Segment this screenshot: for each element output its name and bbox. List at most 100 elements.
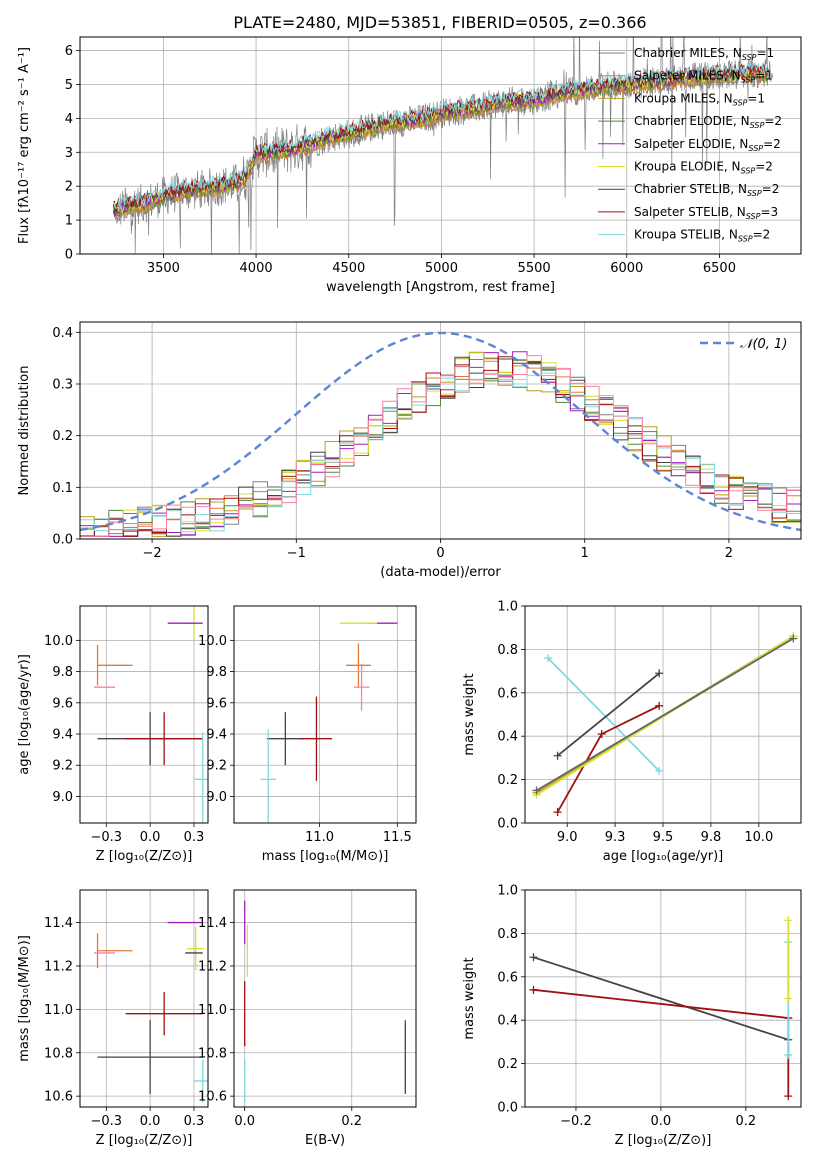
mass-weight-line [533, 956, 789, 1041]
plot-area [532, 632, 798, 817]
residual-histogram-step [80, 355, 801, 537]
y-axis-label: mass weight [462, 673, 477, 755]
errorbar-point [193, 732, 208, 823]
legend-name: Kroupa ELODIE, N [634, 160, 741, 174]
mass-weight-marker [529, 985, 538, 994]
mass-weight-vs-metallicity-panel: −0.2 0.0 0.2 0.0 0.2 0.4 0.6 0.8 1.0 Z [log₁₀(Z/Z… [462, 884, 802, 1148]
residual-histogram-step [80, 351, 801, 537]
y-tick-label: 1.0 [497, 884, 518, 899]
x-tick-label: 11.5 [383, 830, 412, 845]
y-tick-label: 11.4 [44, 916, 73, 931]
x-tick-label: 0.0 [234, 1114, 255, 1129]
legend-name: Chabrier MILES, N [634, 46, 742, 60]
spectrum-panel: 3500 4000 4500 5000 5500 6000 6500 0 1 2 3 4 5 6 wavel… [17, 36, 802, 295]
y-tick-label: 0.1 [52, 481, 73, 496]
y-tick-label: 9.4 [52, 728, 73, 743]
y-tick-label: 10.0 [198, 634, 227, 649]
mass-weight-marker [784, 1092, 793, 1101]
y-tick-label: 0.0 [497, 817, 518, 832]
legend-tail: =2 [763, 137, 781, 151]
legend-name: Chabrier STELIB, N [634, 182, 747, 196]
mass-weight-line [533, 988, 789, 1019]
legend-entry: Kroupa ELODIE, NSSP=2 [634, 160, 773, 176]
y-axis-label: mass weight [462, 957, 477, 1039]
y-tick-label: 2 [65, 180, 73, 195]
mass-weight-marker [655, 701, 664, 710]
y-tick-label: 0.4 [497, 1014, 518, 1029]
y-tick-label: 11.4 [198, 916, 227, 931]
y-tick-label: 11.2 [198, 959, 227, 974]
x-tick-label: 5500 [518, 261, 551, 276]
y-tick-label: 0.0 [497, 1101, 518, 1116]
legend-tail: =2 [755, 160, 773, 174]
mass-weight-marker [544, 654, 552, 663]
legend-subscript: SSP [733, 98, 748, 107]
mass-weight-line [547, 657, 660, 772]
x-tick-label: 4500 [332, 261, 365, 276]
x-axis-label: (data-model)/error [380, 565, 501, 580]
x-tick-label: 2 [725, 546, 733, 561]
y-tick-label: 1.0 [497, 600, 518, 615]
y-tick-label: 1 [65, 214, 73, 229]
grid-lines [525, 605, 801, 824]
errorbar-point [193, 1059, 208, 1103]
y-axis-label: age [log₁₀(age/yr)] [17, 654, 32, 775]
x-axis-label: age [log₁₀(age/yr)] [603, 849, 724, 864]
legend-subscript: SSP [747, 189, 762, 198]
y-tick-label: 0.4 [497, 730, 518, 745]
errorbar-point [300, 696, 332, 781]
grid-lines [234, 890, 416, 1107]
y-tick-label: 9.6 [206, 696, 227, 711]
mass-weight-marker [789, 634, 798, 643]
y-tick-label: 0 [65, 248, 73, 263]
legend-entry: Chabrier ELODIE, NSSP=2 [634, 114, 782, 130]
plot-area [94, 607, 208, 823]
x-tick-label: 5000 [425, 261, 458, 276]
y-tick-label: 0.8 [497, 643, 518, 658]
x-tick-label: 10.0 [744, 830, 773, 845]
mass-weight-marker [655, 766, 664, 775]
y-tick-label: 9.6 [52, 696, 73, 711]
legend-subscript: SSP [741, 76, 756, 85]
y-tick-label: 0.0 [52, 533, 73, 548]
mass-weight-line [536, 635, 794, 796]
y-tick-label: 5 [65, 78, 73, 93]
x-tick-label: −1 [287, 546, 306, 561]
plot-area [244, 900, 406, 1103]
y-tick-label: 6 [65, 44, 73, 59]
axes-frame [233, 889, 417, 1108]
x-tick-label: 9.0 [557, 830, 578, 845]
y-tick-label: 0.2 [52, 429, 73, 444]
x-tick-label: 6000 [610, 261, 643, 276]
errorbar-point [266, 712, 304, 766]
x-tick-label: −0.2 [560, 1114, 592, 1129]
mass-weight-line [536, 637, 794, 792]
mass-weight-marker [553, 751, 562, 760]
legend-tail: =1 [755, 69, 773, 83]
y-tick-label: 10.8 [44, 1046, 73, 1061]
legend-subscript: SSP [750, 121, 765, 130]
x-axis-label: mass [log₁₀(M/M⊙)] [262, 849, 389, 864]
errorbar-point [97, 1020, 203, 1094]
legend-entry: Salpeter STELIB, NSSP=3 [634, 205, 778, 221]
mass-weight-marker [784, 916, 793, 925]
legend-entry: Kroupa STELIB, NSSP=2 [634, 228, 770, 244]
grid-lines [80, 606, 208, 823]
x-tick-label: 0.2 [341, 1114, 362, 1129]
y-tick-label: 0.2 [497, 1057, 518, 1072]
x-tick-label: 9.3 [605, 830, 626, 845]
legend-tail: =2 [753, 228, 771, 242]
legend-tail: =1 [756, 46, 774, 60]
y-axis-label: Normed distribution [17, 366, 32, 496]
axes-frame [233, 605, 417, 824]
y-tick-label: 9.2 [52, 759, 73, 774]
y-tick-label: 0.6 [497, 686, 518, 701]
x-tick-label: −0.3 [91, 1114, 123, 1129]
y-tick-label: 9.2 [206, 759, 227, 774]
y-tick-label: 9.4 [206, 728, 227, 743]
residuals-panel: −2 −1 0 1 2 0.0 0.1 0.2 0.3 0.4 (data-model)/error… [17, 321, 802, 580]
x-tick-label: 11.0 [305, 830, 334, 845]
model-spectrum-line [113, 61, 768, 210]
